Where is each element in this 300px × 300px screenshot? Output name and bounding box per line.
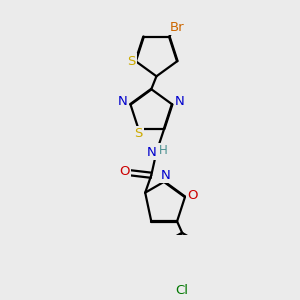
Text: S: S xyxy=(134,128,142,140)
Text: O: O xyxy=(119,165,130,178)
Text: Cl: Cl xyxy=(176,284,189,298)
Text: N: N xyxy=(160,169,170,182)
Text: O: O xyxy=(188,189,198,202)
Text: S: S xyxy=(128,55,136,68)
Text: N: N xyxy=(147,146,157,158)
Text: H: H xyxy=(159,144,168,157)
Text: N: N xyxy=(118,95,128,108)
Text: N: N xyxy=(175,95,185,108)
Text: Br: Br xyxy=(170,21,184,34)
